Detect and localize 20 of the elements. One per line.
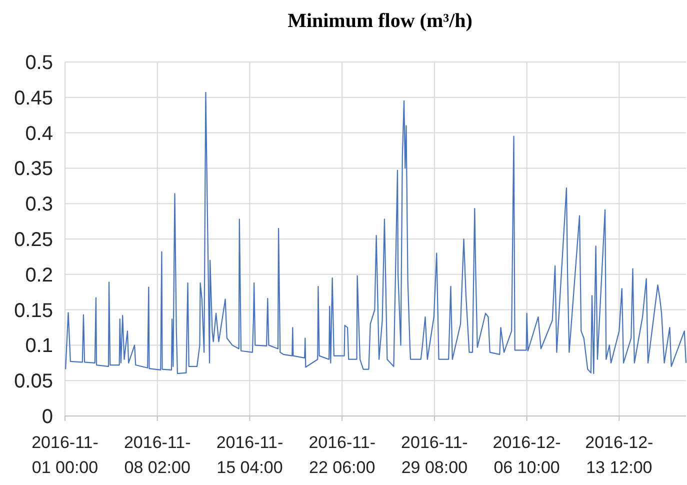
- y-tick-label: 0.3: [25, 194, 53, 216]
- x-tick-label: 2016-12- 13 12:00: [585, 433, 654, 477]
- chart-title: Minimum flow (m³/h): [288, 10, 472, 32]
- x-tick-label: 2016-11- 22 06:00: [308, 433, 376, 477]
- y-tick-label: 0: [42, 406, 53, 428]
- x-tick-label: 2016-11- 01 00:00: [32, 433, 98, 477]
- y-tick-label: 0.4: [25, 122, 53, 145]
- y-tick-label: 0.45: [14, 87, 53, 110]
- x-tick-label: 2016-12- 06 10:00: [492, 433, 561, 477]
- x-tick-label: 2016-11- 08 02:00: [124, 433, 191, 477]
- x-tick-label: 2016-11- 29 08:00: [401, 433, 468, 477]
- x-tick-label: 2016-11- 15 04:00: [216, 433, 284, 477]
- y-tick-label: 0.2: [25, 264, 53, 286]
- y-tick-label: 0.25: [14, 229, 53, 251]
- y-tick-label: 0.5: [25, 52, 53, 74]
- y-tick-label: 0.15: [14, 300, 53, 322]
- y-tick-label: 0.05: [14, 370, 53, 393]
- y-tick-label: 0.35: [14, 158, 53, 180]
- y-tick-label: 0.1: [25, 335, 53, 358]
- line-series: [64, 92, 687, 374]
